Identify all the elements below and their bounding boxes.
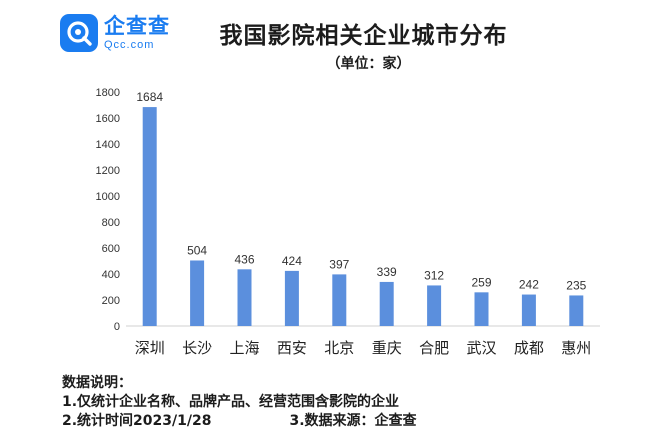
y-tick-label: 1000 <box>96 191 120 203</box>
note-scope: 1.仅统计企业名称、品牌产品、经营范围含影院的企业 <box>62 394 400 410</box>
qcc-logo-icon <box>60 14 98 52</box>
data-label: 339 <box>377 265 397 279</box>
data-label: 312 <box>424 268 444 282</box>
y-tick-label: 600 <box>102 243 120 255</box>
y-tick-label: 0 <box>114 321 120 333</box>
data-label: 436 <box>234 252 254 266</box>
chart-subtitle: （单位：家） <box>326 56 411 72</box>
bar <box>332 274 347 326</box>
data-label: 504 <box>187 243 207 257</box>
bar <box>521 294 536 326</box>
brand-domain: Qcc.com <box>104 38 155 51</box>
data-label: 1684 <box>136 90 163 104</box>
y-tick-label: 200 <box>102 295 120 307</box>
data-label: 242 <box>519 278 539 292</box>
data-label: 259 <box>471 275 491 289</box>
data-label: 235 <box>566 278 586 292</box>
note-time: 2.统计时间2023/1/28 <box>62 413 212 429</box>
data-notes: 数据说明： 1.仅统计企业名称、品牌产品、经营范围含影院的企业 2.统计时间20… <box>62 374 417 431</box>
y-tick-label: 1800 <box>96 87 120 99</box>
x-tick-label: 长沙 <box>182 339 212 357</box>
bar <box>474 292 489 326</box>
chart-title: 我国影院相关企业城市分布 <box>219 23 508 49</box>
brand-name: 企查查 <box>104 13 170 38</box>
y-tick-label: 1400 <box>96 139 120 151</box>
note-source: 3.数据来源：企查查 <box>289 413 417 429</box>
y-tick-label: 800 <box>102 217 120 229</box>
x-tick-label: 西安 <box>277 339 307 357</box>
bar <box>427 285 442 326</box>
brand-logo: 企查查 Qcc.com <box>60 14 170 52</box>
y-tick-label: 1600 <box>96 113 120 125</box>
x-tick-label: 合肥 <box>419 339 449 357</box>
bar <box>190 260 205 326</box>
bar <box>569 295 584 326</box>
notes-heading: 数据说明： <box>62 375 132 391</box>
x-tick-label: 上海 <box>229 339 259 357</box>
x-tick-label: 深圳 <box>135 339 165 357</box>
bar <box>237 269 252 326</box>
x-tick-label: 惠州 <box>561 339 591 357</box>
bar <box>142 107 157 326</box>
bar <box>379 281 394 326</box>
note-time-source: 2.统计时间2023/1/28 3.数据来源：企查查 <box>62 412 417 431</box>
x-tick-label: 成都 <box>514 339 544 357</box>
x-tick-label: 武汉 <box>466 339 496 357</box>
data-label: 397 <box>329 257 349 271</box>
bar <box>284 270 299 326</box>
y-tick-label: 1200 <box>96 165 120 177</box>
data-label: 424 <box>282 254 302 268</box>
x-tick-label: 北京 <box>324 339 354 357</box>
y-tick-label: 400 <box>102 269 120 281</box>
x-tick-label: 重庆 <box>372 339 402 357</box>
